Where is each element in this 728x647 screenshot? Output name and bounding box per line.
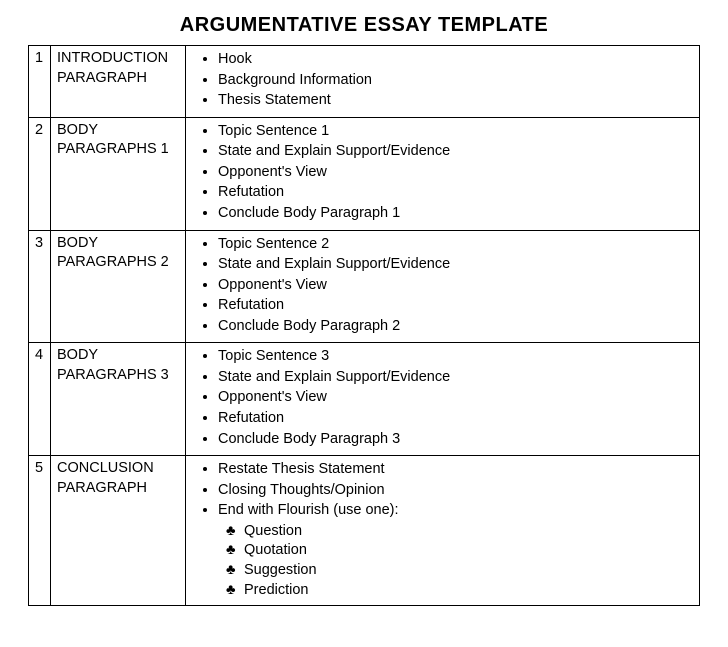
row-items: Topic Sentence 2State and Explain Suppor… bbox=[186, 230, 700, 343]
sub-list-item: Quotation bbox=[244, 541, 693, 561]
row-label: INTRODUCTIONPARAGRAPH bbox=[51, 46, 186, 118]
row-label-line2: PARAGRAPH bbox=[57, 479, 179, 499]
list-item: Opponent's View bbox=[218, 276, 693, 296]
template-table: 1INTRODUCTIONPARAGRAPHHookBackground Inf… bbox=[28, 45, 700, 606]
table-row: 1INTRODUCTIONPARAGRAPHHookBackground Inf… bbox=[29, 46, 700, 118]
row-number: 4 bbox=[29, 343, 51, 456]
row-label-line1: BODY bbox=[57, 121, 179, 141]
table-row: 4BODYPARAGRAPHS 3Topic Sentence 3State a… bbox=[29, 343, 700, 456]
table-row: 2BODYPARAGRAPHS 1Topic Sentence 1State a… bbox=[29, 117, 700, 230]
list-item: Opponent's View bbox=[218, 163, 693, 183]
row-label: BODYPARAGRAPHS 3 bbox=[51, 343, 186, 456]
row-items: HookBackground InformationThesis Stateme… bbox=[186, 46, 700, 118]
row-number: 2 bbox=[29, 117, 51, 230]
row-label-line2: PARAGRAPHS 2 bbox=[57, 253, 179, 273]
row-items: Restate Thesis StatementClosing Thoughts… bbox=[186, 456, 700, 606]
row-label-line1: INTRODUCTION bbox=[57, 49, 179, 69]
list-item: Opponent's View bbox=[218, 388, 693, 408]
list-item: State and Explain Support/Evidence bbox=[218, 368, 693, 388]
list-item: Refutation bbox=[218, 409, 693, 429]
row-items: Topic Sentence 1State and Explain Suppor… bbox=[186, 117, 700, 230]
list-item: Topic Sentence 2 bbox=[218, 235, 693, 255]
bullet-list: Restate Thesis StatementClosing Thoughts… bbox=[192, 460, 693, 521]
row-label-line2: PARAGRAPH bbox=[57, 69, 179, 89]
list-item: Restate Thesis Statement bbox=[218, 460, 693, 480]
bullet-list: Topic Sentence 2State and Explain Suppor… bbox=[192, 235, 693, 337]
list-item: Refutation bbox=[218, 183, 693, 203]
row-label: BODYPARAGRAPHS 2 bbox=[51, 230, 186, 343]
list-item: Thesis Statement bbox=[218, 91, 693, 111]
list-item: Topic Sentence 3 bbox=[218, 347, 693, 367]
page-title: ARGUMENTATIVE ESSAY TEMPLATE bbox=[28, 14, 700, 37]
row-label-line1: CONCLUSION bbox=[57, 459, 179, 479]
list-item: End with Flourish (use one): bbox=[218, 501, 693, 521]
list-item: Conclude Body Paragraph 1 bbox=[218, 204, 693, 224]
sub-list-item: Question bbox=[244, 522, 693, 542]
sub-list-item: Prediction bbox=[244, 581, 693, 601]
table-row: 3BODYPARAGRAPHS 2Topic Sentence 2State a… bbox=[29, 230, 700, 343]
row-label-line1: BODY bbox=[57, 346, 179, 366]
list-item: Background Information bbox=[218, 71, 693, 91]
list-item: Conclude Body Paragraph 2 bbox=[218, 317, 693, 337]
row-label-line2: PARAGRAPHS 3 bbox=[57, 366, 179, 386]
list-item: State and Explain Support/Evidence bbox=[218, 255, 693, 275]
document-page: ARGUMENTATIVE ESSAY TEMPLATE 1INTRODUCTI… bbox=[0, 0, 728, 647]
table-row: 5CONCLUSIONPARAGRAPHRestate Thesis State… bbox=[29, 456, 700, 606]
row-label-line1: BODY bbox=[57, 234, 179, 254]
list-item: Topic Sentence 1 bbox=[218, 122, 693, 142]
list-item: Hook bbox=[218, 50, 693, 70]
list-item: Refutation bbox=[218, 296, 693, 316]
row-label: CONCLUSIONPARAGRAPH bbox=[51, 456, 186, 606]
list-item: Conclude Body Paragraph 3 bbox=[218, 430, 693, 450]
bullet-list: Topic Sentence 3State and Explain Suppor… bbox=[192, 347, 693, 449]
bullet-list: Topic Sentence 1State and Explain Suppor… bbox=[192, 122, 693, 224]
list-item: State and Explain Support/Evidence bbox=[218, 142, 693, 162]
row-number: 5 bbox=[29, 456, 51, 606]
bullet-list: HookBackground InformationThesis Stateme… bbox=[192, 50, 693, 111]
row-label-line2: PARAGRAPHS 1 bbox=[57, 140, 179, 160]
row-number: 3 bbox=[29, 230, 51, 343]
row-label: BODYPARAGRAPHS 1 bbox=[51, 117, 186, 230]
row-number: 1 bbox=[29, 46, 51, 118]
list-item: Closing Thoughts/Opinion bbox=[218, 481, 693, 501]
sub-bullet-list: QuestionQuotationSuggestionPrediction bbox=[192, 522, 693, 600]
row-items: Topic Sentence 3State and Explain Suppor… bbox=[186, 343, 700, 456]
sub-list-item: Suggestion bbox=[244, 561, 693, 581]
